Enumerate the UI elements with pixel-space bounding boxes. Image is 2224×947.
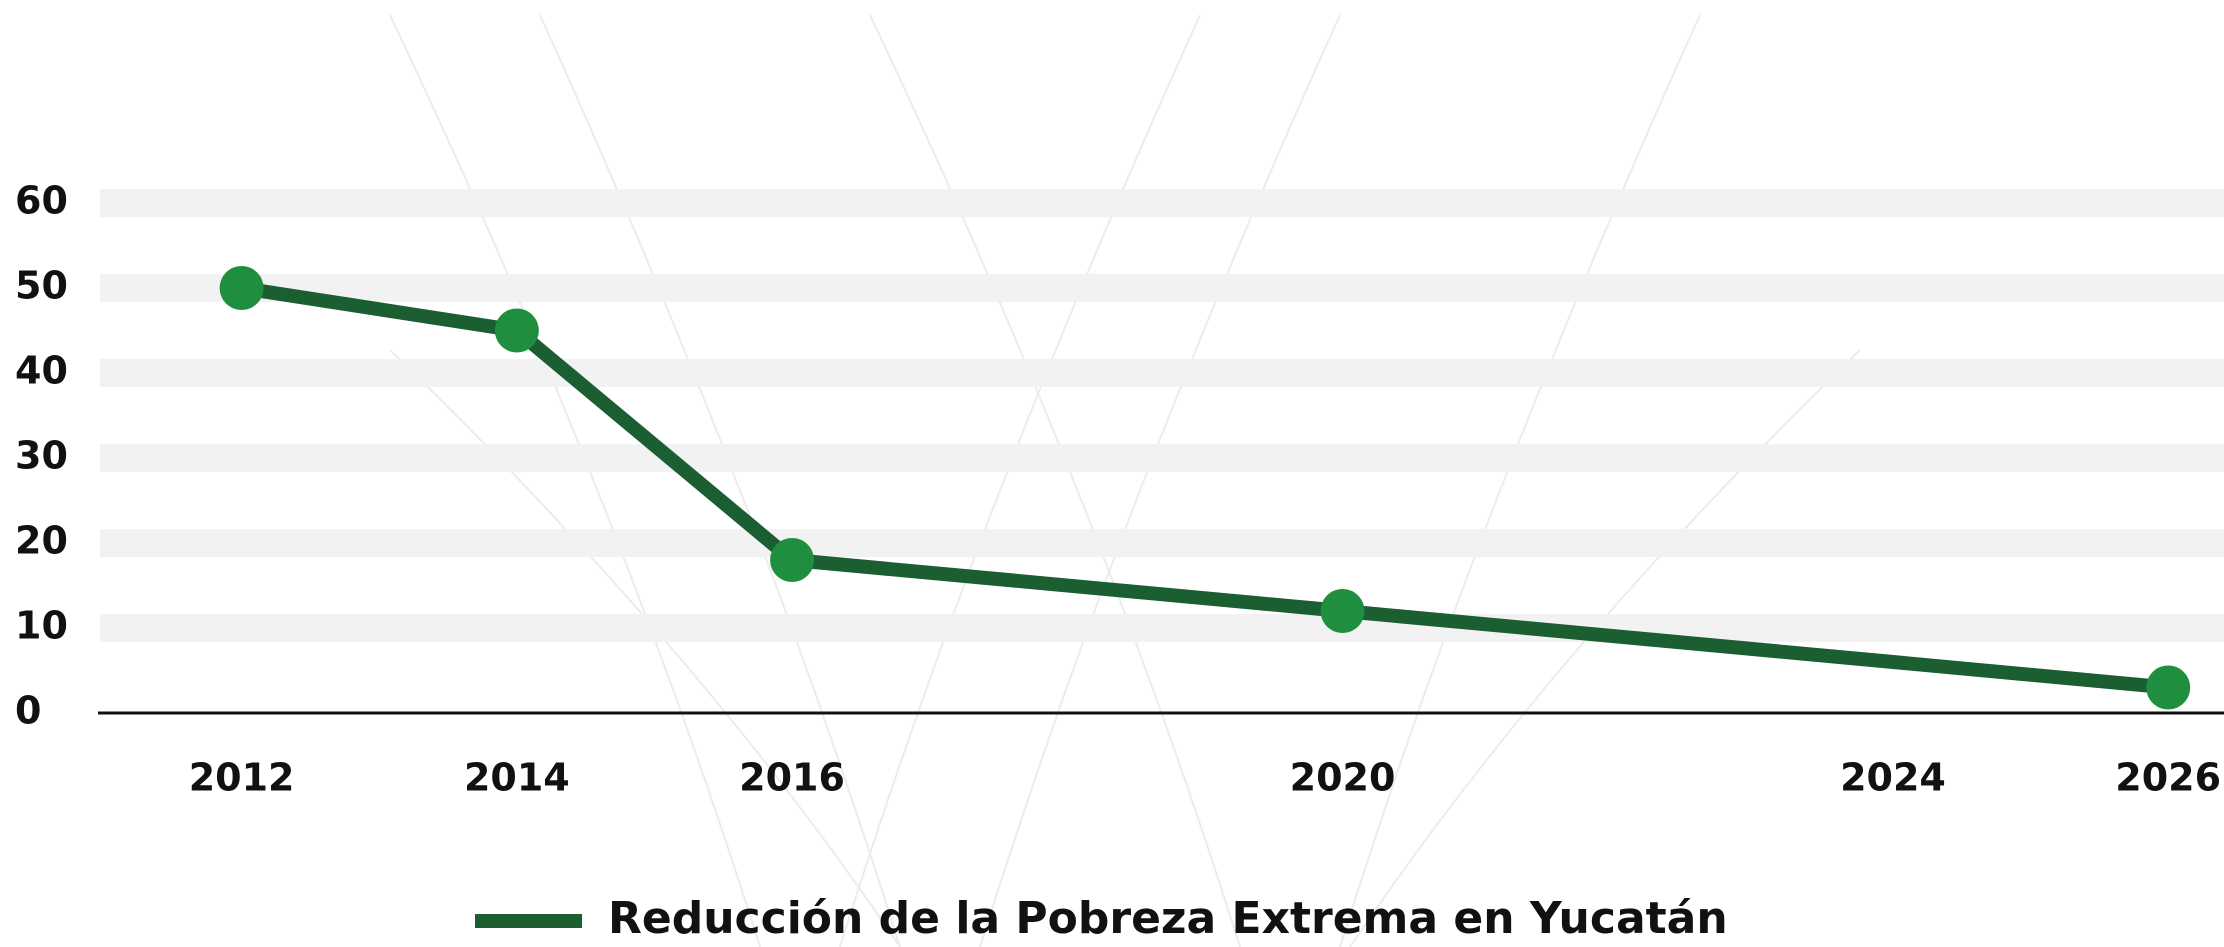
data-point (219, 266, 264, 310)
grid-band (100, 189, 2224, 217)
y-tick-label: 60 (15, 179, 68, 223)
legend-label: Reducción de la Pobreza Extrema en Yucat… (608, 893, 1728, 944)
x-tick-label: 2024 (1840, 756, 1946, 800)
background-decoration (389, 14, 1861, 947)
x-tick-label: 2012 (189, 756, 295, 800)
y-tick-label: 10 (15, 604, 68, 648)
grid-band (100, 529, 2224, 557)
plot (219, 266, 2191, 710)
y-tick-label: 0 (15, 689, 41, 733)
grid-band (100, 614, 2224, 642)
x-tick-label: 2014 (464, 756, 570, 800)
grid-band (100, 359, 2224, 387)
x-tick-label: 2016 (739, 756, 845, 800)
data-point (770, 538, 815, 582)
y-tick-label: 30 (15, 434, 68, 478)
y-tick-label: 20 (15, 519, 68, 563)
x-tick-label: 2020 (1290, 756, 1396, 800)
grid (100, 189, 2224, 642)
y-tick-label: 50 (15, 264, 68, 308)
y-tick-label: 40 (15, 349, 68, 393)
grid-band (100, 444, 2224, 472)
data-point (1320, 589, 1365, 633)
data-point (494, 308, 539, 353)
x-tick-label: 2026 (2115, 756, 2221, 800)
grid-band (100, 274, 2224, 302)
data-point (2146, 665, 2191, 710)
